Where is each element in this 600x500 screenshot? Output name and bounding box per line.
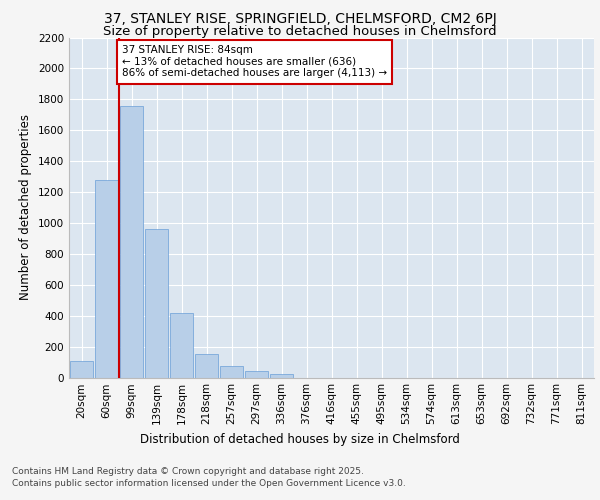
Bar [70,360,93,378]
Bar [170,312,193,378]
Bar [95,180,118,378]
Bar [120,106,143,378]
Text: Contains public sector information licensed under the Open Government Licence v3: Contains public sector information licen… [12,479,406,488]
Text: 37 STANLEY RISE: 84sqm
← 13% of detached houses are smaller (636)
86% of semi-de: 37 STANLEY RISE: 84sqm ← 13% of detached… [122,45,387,78]
Text: Distribution of detached houses by size in Chelmsford: Distribution of detached houses by size … [140,432,460,446]
Text: Contains HM Land Registry data © Crown copyright and database right 2025.: Contains HM Land Registry data © Crown c… [12,468,364,476]
Bar [245,372,268,378]
Text: 37, STANLEY RISE, SPRINGFIELD, CHELMSFORD, CM2 6PJ: 37, STANLEY RISE, SPRINGFIELD, CHELMSFOR… [104,12,496,26]
Bar [145,229,168,378]
Bar [220,366,243,378]
Bar [195,354,218,378]
Text: Size of property relative to detached houses in Chelmsford: Size of property relative to detached ho… [103,25,497,38]
Bar [270,374,293,378]
Y-axis label: Number of detached properties: Number of detached properties [19,114,32,300]
